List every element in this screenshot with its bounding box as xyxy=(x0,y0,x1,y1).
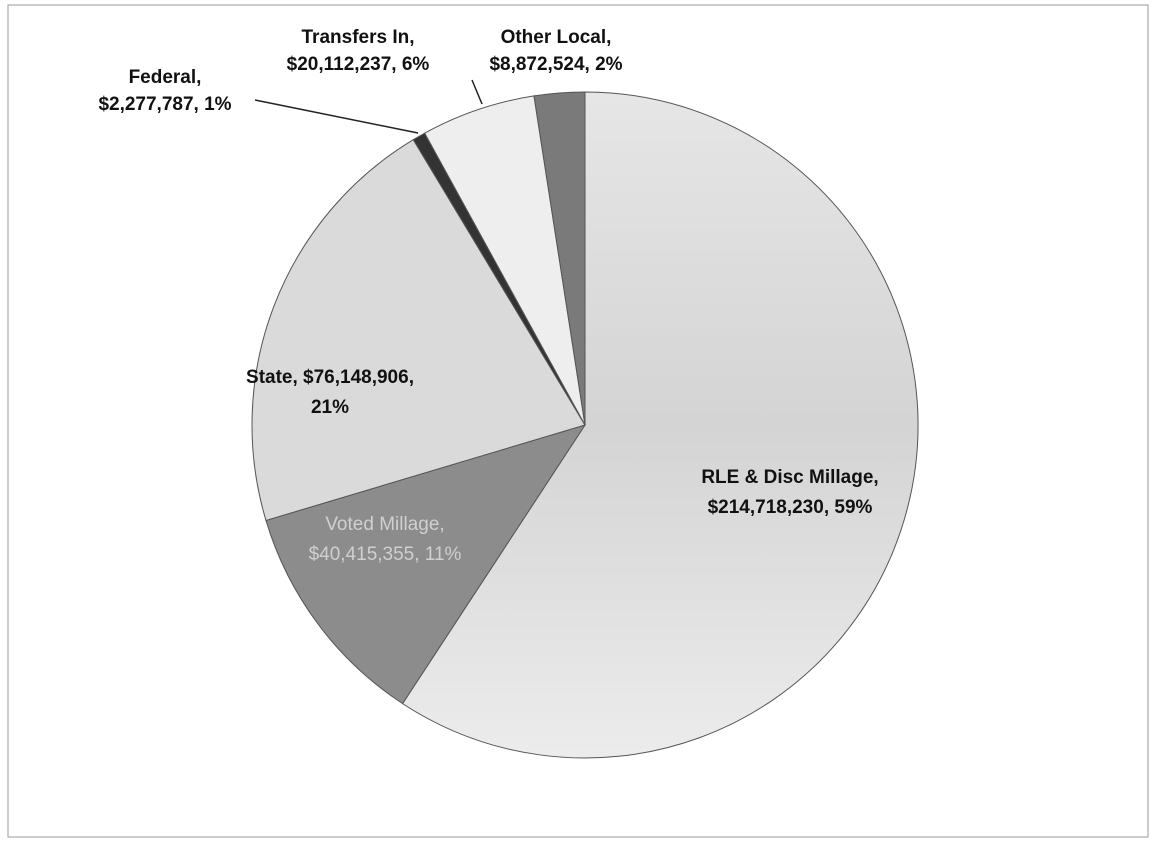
slice-label: State, $76,148,906, xyxy=(246,367,414,388)
slice-label: RLE & Disc Millage, xyxy=(701,467,878,488)
frame xyxy=(7,4,1149,838)
slice-label: 21% xyxy=(311,397,349,418)
leader-line xyxy=(254,99,419,134)
slice-label: Federal, xyxy=(129,67,202,88)
pie-slice xyxy=(251,139,586,522)
slice-label: Transfers In, xyxy=(302,27,415,48)
slice-label: Other Local, xyxy=(501,27,612,48)
pie-slice xyxy=(265,424,587,705)
leader-line xyxy=(471,79,483,105)
slice-label: Voted Millage, xyxy=(325,514,444,535)
pie-slice xyxy=(533,91,586,426)
pie-slice xyxy=(401,91,919,759)
slice-label: $2,277,787, 1% xyxy=(98,94,231,115)
slice-label: $40,415,355, 11% xyxy=(309,544,462,565)
slice-label: $20,112,237, 6% xyxy=(287,54,430,75)
slice-label: $214,718,230, 59% xyxy=(708,497,873,518)
slice-label: $8,872,524, 2% xyxy=(489,54,622,75)
